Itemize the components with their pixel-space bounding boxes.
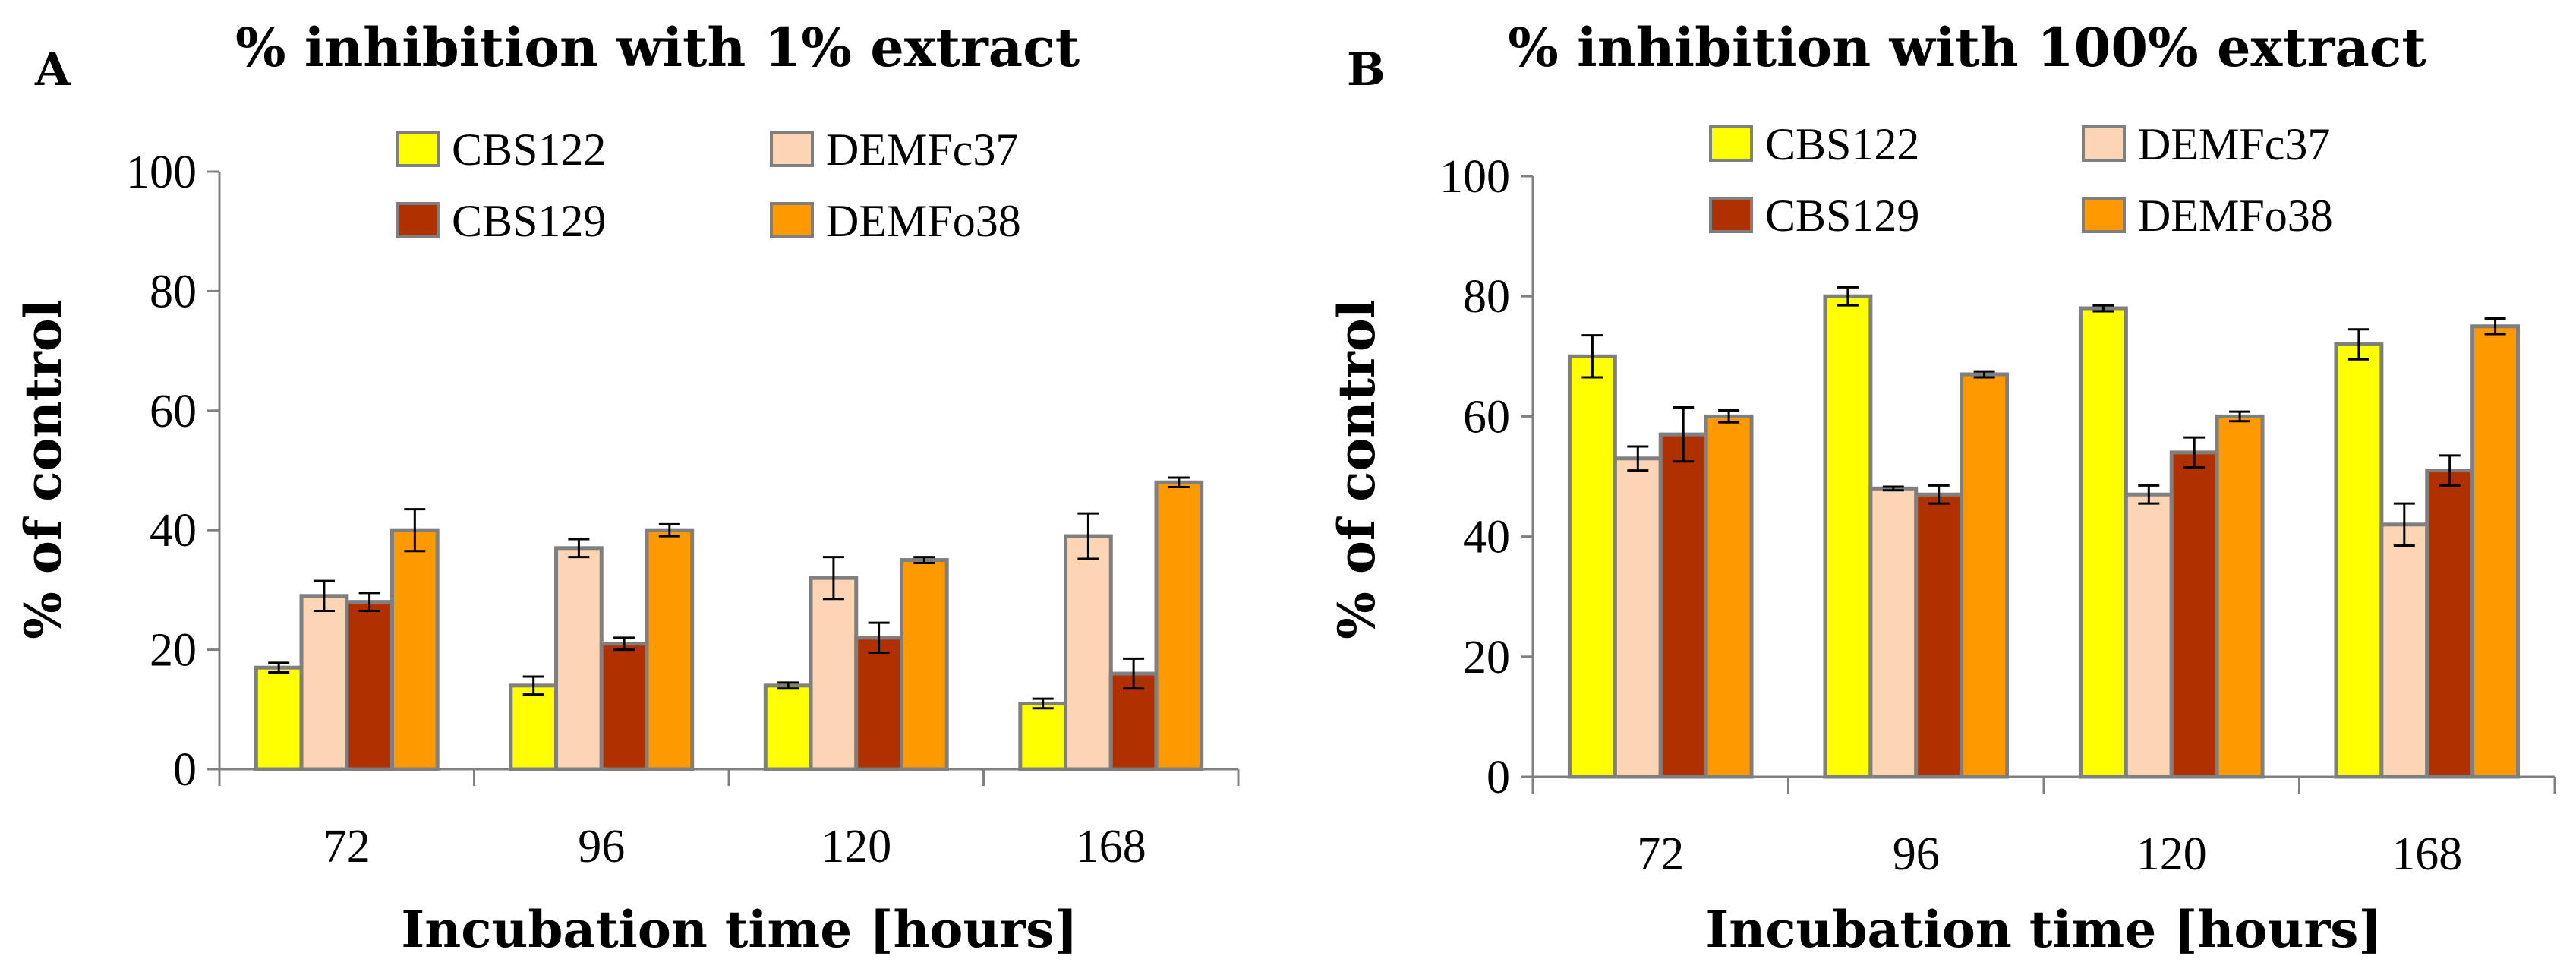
- bar-cbs122-72: [1567, 354, 1617, 779]
- y-tick-label: 0: [173, 744, 197, 796]
- y-tick-label: 60: [150, 386, 197, 437]
- x-tick-label: 168: [2392, 828, 2462, 880]
- bar-cbs122-96: [1823, 294, 1873, 779]
- legend-label-demfo38: DEMFo38: [826, 196, 1021, 246]
- x-axis-label-b: Incubation time [hours]: [1705, 900, 2382, 959]
- legend-b: CBS122 DEMFc37 CBS129 DEMFo38: [1709, 119, 2333, 241]
- y-tick-label: 40: [1463, 512, 1510, 563]
- bar-demfc37-96: [1868, 486, 1919, 779]
- bar-cbs129-120: [854, 636, 903, 771]
- bar-cbs122-168: [1018, 701, 1068, 771]
- plot-area-a: 0 20 40 60 80 100 72 96 120 168: [126, 147, 1240, 872]
- y-tick-label: 40: [150, 505, 197, 557]
- bar-cbs122-96: [509, 683, 559, 771]
- y-tick-label: 80: [1463, 271, 1510, 323]
- legend-swatch-cbs122: [396, 131, 440, 167]
- bar-cbs129-96: [599, 642, 649, 771]
- legend-label-cbs129: CBS129: [1765, 191, 1919, 241]
- legend-swatch-demfc37: [770, 131, 814, 167]
- legend-label-demfc37: DEMFc37: [2138, 119, 2330, 169]
- bar-cbs129-168: [2425, 469, 2475, 779]
- x-tick-label: 120: [2136, 828, 2207, 880]
- y-tick-label: 0: [1487, 752, 1510, 803]
- y-tick-label: 20: [150, 625, 197, 677]
- panel-letter-a: A: [34, 43, 71, 96]
- bar-cbs122-120: [2078, 306, 2128, 779]
- legend-swatch-demfo38: [2082, 197, 2126, 233]
- x-tick-label: 120: [821, 821, 891, 872]
- y-tick-label: 100: [1439, 151, 1510, 203]
- legend-swatch-cbs129: [396, 202, 440, 238]
- panel-letter-b: B: [1347, 43, 1386, 96]
- bar-demfc37-96: [554, 546, 604, 771]
- bar-cbs122-168: [2334, 342, 2384, 779]
- y-axis-label-a: % of control: [14, 299, 73, 639]
- bar-demfo38-168: [1154, 480, 1204, 771]
- chart-title-a: % inhibition with 1% extract: [235, 16, 1080, 79]
- x-tick-label: 96: [1893, 828, 1940, 880]
- legend-swatch-demfc37: [2082, 125, 2126, 162]
- x-tick-label: 72: [323, 821, 370, 872]
- x-tick-label: 72: [1637, 828, 1684, 880]
- legend-swatch-cbs122: [1709, 125, 1753, 162]
- bar-demfo38-72: [389, 528, 440, 771]
- bar-demfc37-72: [299, 594, 349, 771]
- legend-label-cbs129: CBS129: [452, 196, 606, 246]
- y-tick-label: 100: [126, 147, 197, 198]
- legend-label-cbs122: CBS122: [1765, 119, 1919, 169]
- legend-a: CBS122 DEMFc37 CBS129 DEMFo38: [396, 125, 1021, 246]
- bar-cbs129-96: [1914, 492, 1964, 779]
- bar-demfc37-120: [2124, 492, 2174, 779]
- bar-demfc37-120: [809, 576, 859, 771]
- y-tick-label: 20: [1463, 632, 1510, 683]
- legend-label-demfo38: DEMFo38: [2138, 191, 2333, 241]
- bar-demfo38-168: [2470, 324, 2521, 779]
- bar-cbs129-120: [2169, 450, 2219, 779]
- bar-cbs129-72: [1658, 432, 1708, 779]
- chart-title-b: % inhibition with 100% extract: [1508, 16, 2426, 79]
- legend-swatch-cbs129: [1709, 197, 1753, 233]
- bar-demfo38-72: [1704, 414, 1754, 779]
- bar-demfc37-72: [1613, 456, 1663, 779]
- legend-swatch-demfo38: [770, 202, 814, 238]
- x-axis-label-a: Incubation time [hours]: [401, 900, 1077, 959]
- chart-panel-b: B % inhibition with 100% extract % of co…: [1327, 16, 2556, 959]
- chart-panel-a: A % inhibition with 1% extract % of cont…: [14, 16, 1240, 959]
- bar-demfo38-120: [2215, 414, 2265, 779]
- legend-label-demfc37: DEMFc37: [826, 125, 1018, 175]
- bar-cbs122-72: [254, 665, 304, 771]
- x-tick-label: 168: [1076, 821, 1146, 872]
- bar-demfc37-168: [1064, 534, 1113, 771]
- bar-demfo38-96: [1960, 372, 2010, 779]
- bar-cbs129-72: [345, 600, 394, 771]
- bar-demfo38-120: [899, 558, 949, 771]
- y-tick-label: 80: [150, 266, 197, 317]
- bar-demfo38-96: [645, 528, 695, 771]
- x-tick-label: 96: [578, 821, 625, 872]
- bar-demfc37-168: [2379, 522, 2429, 779]
- y-tick-label: 60: [1463, 391, 1510, 443]
- y-axis-label-b: % of control: [1327, 299, 1386, 639]
- legend-label-cbs122: CBS122: [452, 125, 606, 175]
- bar-cbs122-120: [763, 683, 813, 771]
- plot-area-b: 0 20 40 60 80 100 72 96 120 168: [1439, 151, 2556, 880]
